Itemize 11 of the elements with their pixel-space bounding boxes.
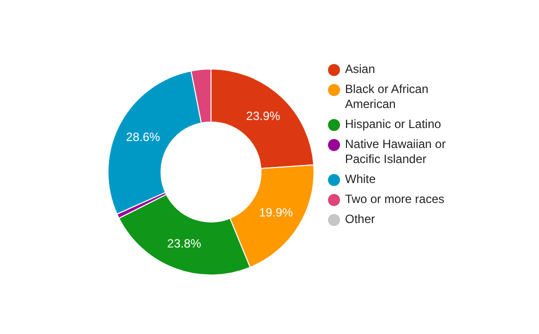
data-label: 28.6%	[126, 130, 160, 144]
data-label: 23.9%	[246, 109, 281, 124]
data-label: 19.9%	[258, 205, 294, 220]
legend-label: Hispanic or Latino	[345, 117, 442, 132]
legend-label: Black or African American	[345, 82, 430, 112]
data-label: 23.8%	[167, 236, 202, 251]
legend-label: Other	[345, 212, 376, 227]
legend-label: Asian	[345, 62, 376, 77]
legend-label: Two or more races	[345, 192, 444, 207]
legend-label: Native Hawaiian or Pacific Islander	[345, 137, 447, 167]
legend-label: White	[345, 172, 376, 187]
